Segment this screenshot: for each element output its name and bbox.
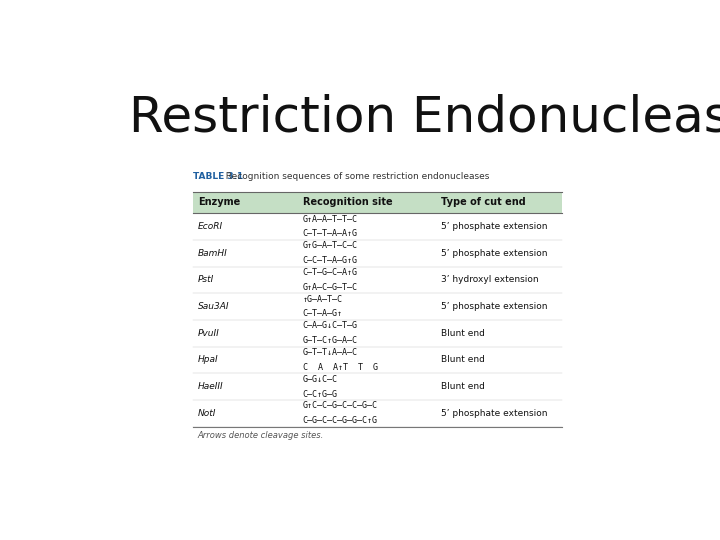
Text: HpaI: HpaI bbox=[198, 355, 218, 364]
Text: 5’ phosphate extension: 5’ phosphate extension bbox=[441, 409, 547, 418]
Text: G↑G–A–T–C–C: G↑G–A–T–C–C bbox=[302, 241, 358, 250]
Text: 5’ phosphate extension: 5’ phosphate extension bbox=[441, 222, 547, 231]
Text: C–G–C–C–G–G–C↑G: C–G–C–C–G–G–C↑G bbox=[302, 416, 378, 425]
Text: Sau3AI: Sau3AI bbox=[198, 302, 229, 311]
Text: G–T–C↑G–A–C: G–T–C↑G–A–C bbox=[302, 336, 358, 345]
Text: C  A  A↑T  T  G: C A A↑T T G bbox=[302, 363, 378, 372]
Text: 3’ hydroxyl extension: 3’ hydroxyl extension bbox=[441, 275, 539, 285]
Text: HaeIII: HaeIII bbox=[198, 382, 223, 391]
Text: 5’ phosphate extension: 5’ phosphate extension bbox=[441, 302, 547, 311]
Text: G↑A–A–T–T–C: G↑A–A–T–T–C bbox=[302, 214, 358, 224]
Text: Type of cut end: Type of cut end bbox=[441, 198, 526, 207]
Text: G–T–T↓A–A–C: G–T–T↓A–A–C bbox=[302, 348, 358, 357]
Text: C–A–G↓C–T–G: C–A–G↓C–T–G bbox=[302, 321, 358, 330]
Text: C–T–G–C–A↑G: C–T–G–C–A↑G bbox=[302, 268, 358, 277]
Text: Blunt end: Blunt end bbox=[441, 329, 485, 338]
Text: TABLE 3.1: TABLE 3.1 bbox=[193, 172, 243, 181]
Text: Enzyme: Enzyme bbox=[198, 198, 240, 207]
Text: C–T–A–G↑: C–T–A–G↑ bbox=[302, 309, 343, 319]
Text: G–G↓C–C: G–G↓C–C bbox=[302, 375, 338, 383]
Text: Blunt end: Blunt end bbox=[441, 382, 485, 391]
Text: PvuII: PvuII bbox=[198, 329, 220, 338]
Text: NotI: NotI bbox=[198, 409, 216, 418]
Text: G↑C–C–G–C–C–G–C: G↑C–C–G–C–C–G–C bbox=[302, 401, 378, 410]
Text: BamHI: BamHI bbox=[198, 249, 228, 258]
Text: EcoRI: EcoRI bbox=[198, 222, 222, 231]
Text: C–C↑G–G: C–C↑G–G bbox=[302, 389, 338, 399]
Text: 5’ phosphate extension: 5’ phosphate extension bbox=[441, 249, 547, 258]
Text: Recognition site: Recognition site bbox=[302, 198, 392, 207]
Text: Blunt end: Blunt end bbox=[441, 355, 485, 364]
Text: PstI: PstI bbox=[198, 275, 214, 285]
Text: ↑G–A–T–C: ↑G–A–T–C bbox=[302, 294, 343, 303]
Text: Recognition sequences of some restriction endonucleases: Recognition sequences of some restrictio… bbox=[220, 172, 490, 181]
Text: Restriction Endonuclease Type II: Restriction Endonuclease Type II bbox=[129, 94, 720, 142]
Text: G↑A–C–G–T–C: G↑A–C–G–T–C bbox=[302, 283, 358, 292]
Text: Arrows denote cleavage sites.: Arrows denote cleavage sites. bbox=[198, 431, 324, 440]
Bar bbox=[193, 192, 562, 213]
Text: C–T–T–A–A↑G: C–T–T–A–A↑G bbox=[302, 230, 358, 239]
Text: C–C–T–A–G↑G: C–C–T–A–G↑G bbox=[302, 256, 358, 265]
